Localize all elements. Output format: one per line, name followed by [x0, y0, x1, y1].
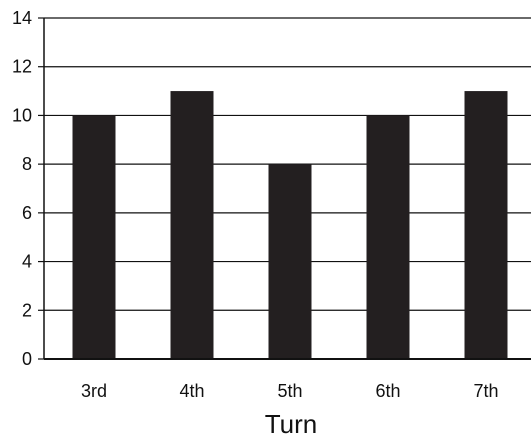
y-tick-label: 0: [22, 349, 32, 369]
bar-6th: [367, 115, 410, 359]
x-tick-label: 5th: [277, 381, 302, 401]
y-tick-label: 2: [22, 300, 32, 320]
x-tick-label: 7th: [473, 381, 498, 401]
bar-5th: [269, 164, 312, 359]
y-tick-label: 8: [22, 154, 32, 174]
y-tick-label: 6: [22, 203, 32, 223]
bar-3rd: [73, 115, 116, 359]
x-axis-title: Turn: [265, 409, 318, 439]
y-tick-label: 10: [12, 105, 32, 125]
bar-4th: [171, 91, 214, 359]
y-tick-label: 14: [12, 8, 32, 28]
x-tick-label: 4th: [179, 381, 204, 401]
x-tick-label: 6th: [375, 381, 400, 401]
y-tick-label: 12: [12, 57, 32, 77]
x-tick-label: 3rd: [81, 381, 107, 401]
bar-7th: [465, 91, 508, 359]
y-tick-label: 4: [22, 252, 32, 272]
